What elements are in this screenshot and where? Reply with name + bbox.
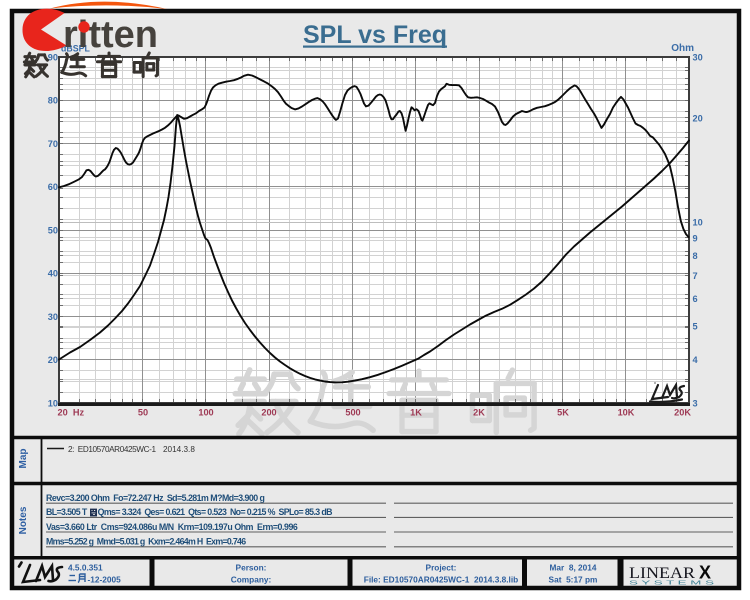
svg-text:Notes: Notes [18, 506, 29, 534]
svg-text:20: 20 [693, 113, 703, 123]
svg-text:X: X [699, 563, 711, 583]
svg-text:Mar 8, 2014: Mar 8, 2014 [549, 563, 596, 573]
svg-text:5: 5 [693, 322, 698, 332]
svg-text:30: 30 [48, 312, 58, 322]
svg-text:Map: Map [18, 449, 29, 469]
svg-text:LINEAR: LINEAR [629, 565, 696, 582]
svg-text:20: 20 [48, 355, 58, 365]
svg-text:Revc=3.200 Ohm Fo=72.247 Hz: Revc=3.200 Ohm Fo=72.247 Hz Sd=5.281m M?… [46, 493, 265, 503]
svg-text:50: 50 [48, 225, 58, 235]
svg-text:80: 80 [48, 96, 58, 106]
svg-text:BL=3.505 T Qms= 3.324 Qe: BL=3.505 T Qms= 3.324 Qes= 0.621 Qts= 0.… [46, 507, 332, 517]
svg-text:500: 500 [345, 408, 360, 418]
svg-text:3: 3 [693, 398, 698, 408]
svg-text:8: 8 [693, 251, 698, 261]
svg-text:2: ED10570AR0425WC-1: 2: ED10570AR0425WC-1 [68, 445, 156, 454]
svg-text:-12-2005: -12-2005 [88, 575, 122, 585]
svg-text:SPL vs Freq: SPL vs Freq [303, 21, 447, 49]
svg-text:30: 30 [693, 52, 703, 62]
svg-text:Person:: Person: [236, 563, 267, 573]
svg-text:4: 4 [693, 355, 699, 365]
svg-text:S Y S T E M S: S Y S T E M S [629, 581, 714, 587]
svg-text:40: 40 [48, 269, 58, 279]
svg-text:60: 60 [48, 182, 58, 192]
svg-text:10K: 10K [618, 408, 635, 418]
svg-text:Ohm: Ohm [671, 43, 694, 54]
svg-text:2K: 2K [473, 408, 485, 418]
svg-text:9: 9 [693, 233, 698, 243]
svg-text:ritten: ritten [63, 14, 158, 56]
svg-text:Sat 5:17 pm: Sat 5:17 pm [549, 575, 598, 585]
svg-text:Mms=5.252 g Mmd=5.031 g Kxm=: Mms=5.252 g Mmd=5.031 g Kxm=2.464m H Exm… [46, 537, 246, 547]
svg-text:50: 50 [138, 408, 148, 418]
svg-text:10: 10 [693, 218, 703, 228]
svg-text:20 Hz: 20 Hz [58, 408, 85, 418]
svg-text:7: 7 [693, 271, 698, 281]
svg-text:File: ED10570AR0425WC-1 2014.: File: ED10570AR0425WC-1 2014.3.8.lib [364, 575, 519, 585]
svg-text:20K: 20K [674, 408, 691, 418]
svg-text:1K: 1K [410, 408, 422, 418]
svg-text:Vas=3.660 Ltr Cms=924.086u M/: Vas=3.660 Ltr Cms=924.086u M/N Krm=109.1… [46, 522, 298, 532]
svg-text:70: 70 [48, 139, 58, 149]
svg-text:10: 10 [48, 398, 58, 408]
svg-text:5K: 5K [557, 408, 569, 418]
svg-text:4.5.0.351: 4.5.0.351 [68, 563, 103, 573]
svg-text:6: 6 [693, 294, 698, 304]
svg-text:90: 90 [48, 52, 58, 62]
svg-text:Company:: Company: [231, 575, 272, 585]
svg-text:Project:: Project: [426, 563, 457, 573]
svg-text:dBSPL: dBSPL [61, 44, 90, 54]
svg-text:200: 200 [261, 408, 276, 418]
svg-text:100: 100 [198, 408, 213, 418]
svg-text:2014.3.8: 2014.3.8 [163, 445, 195, 454]
